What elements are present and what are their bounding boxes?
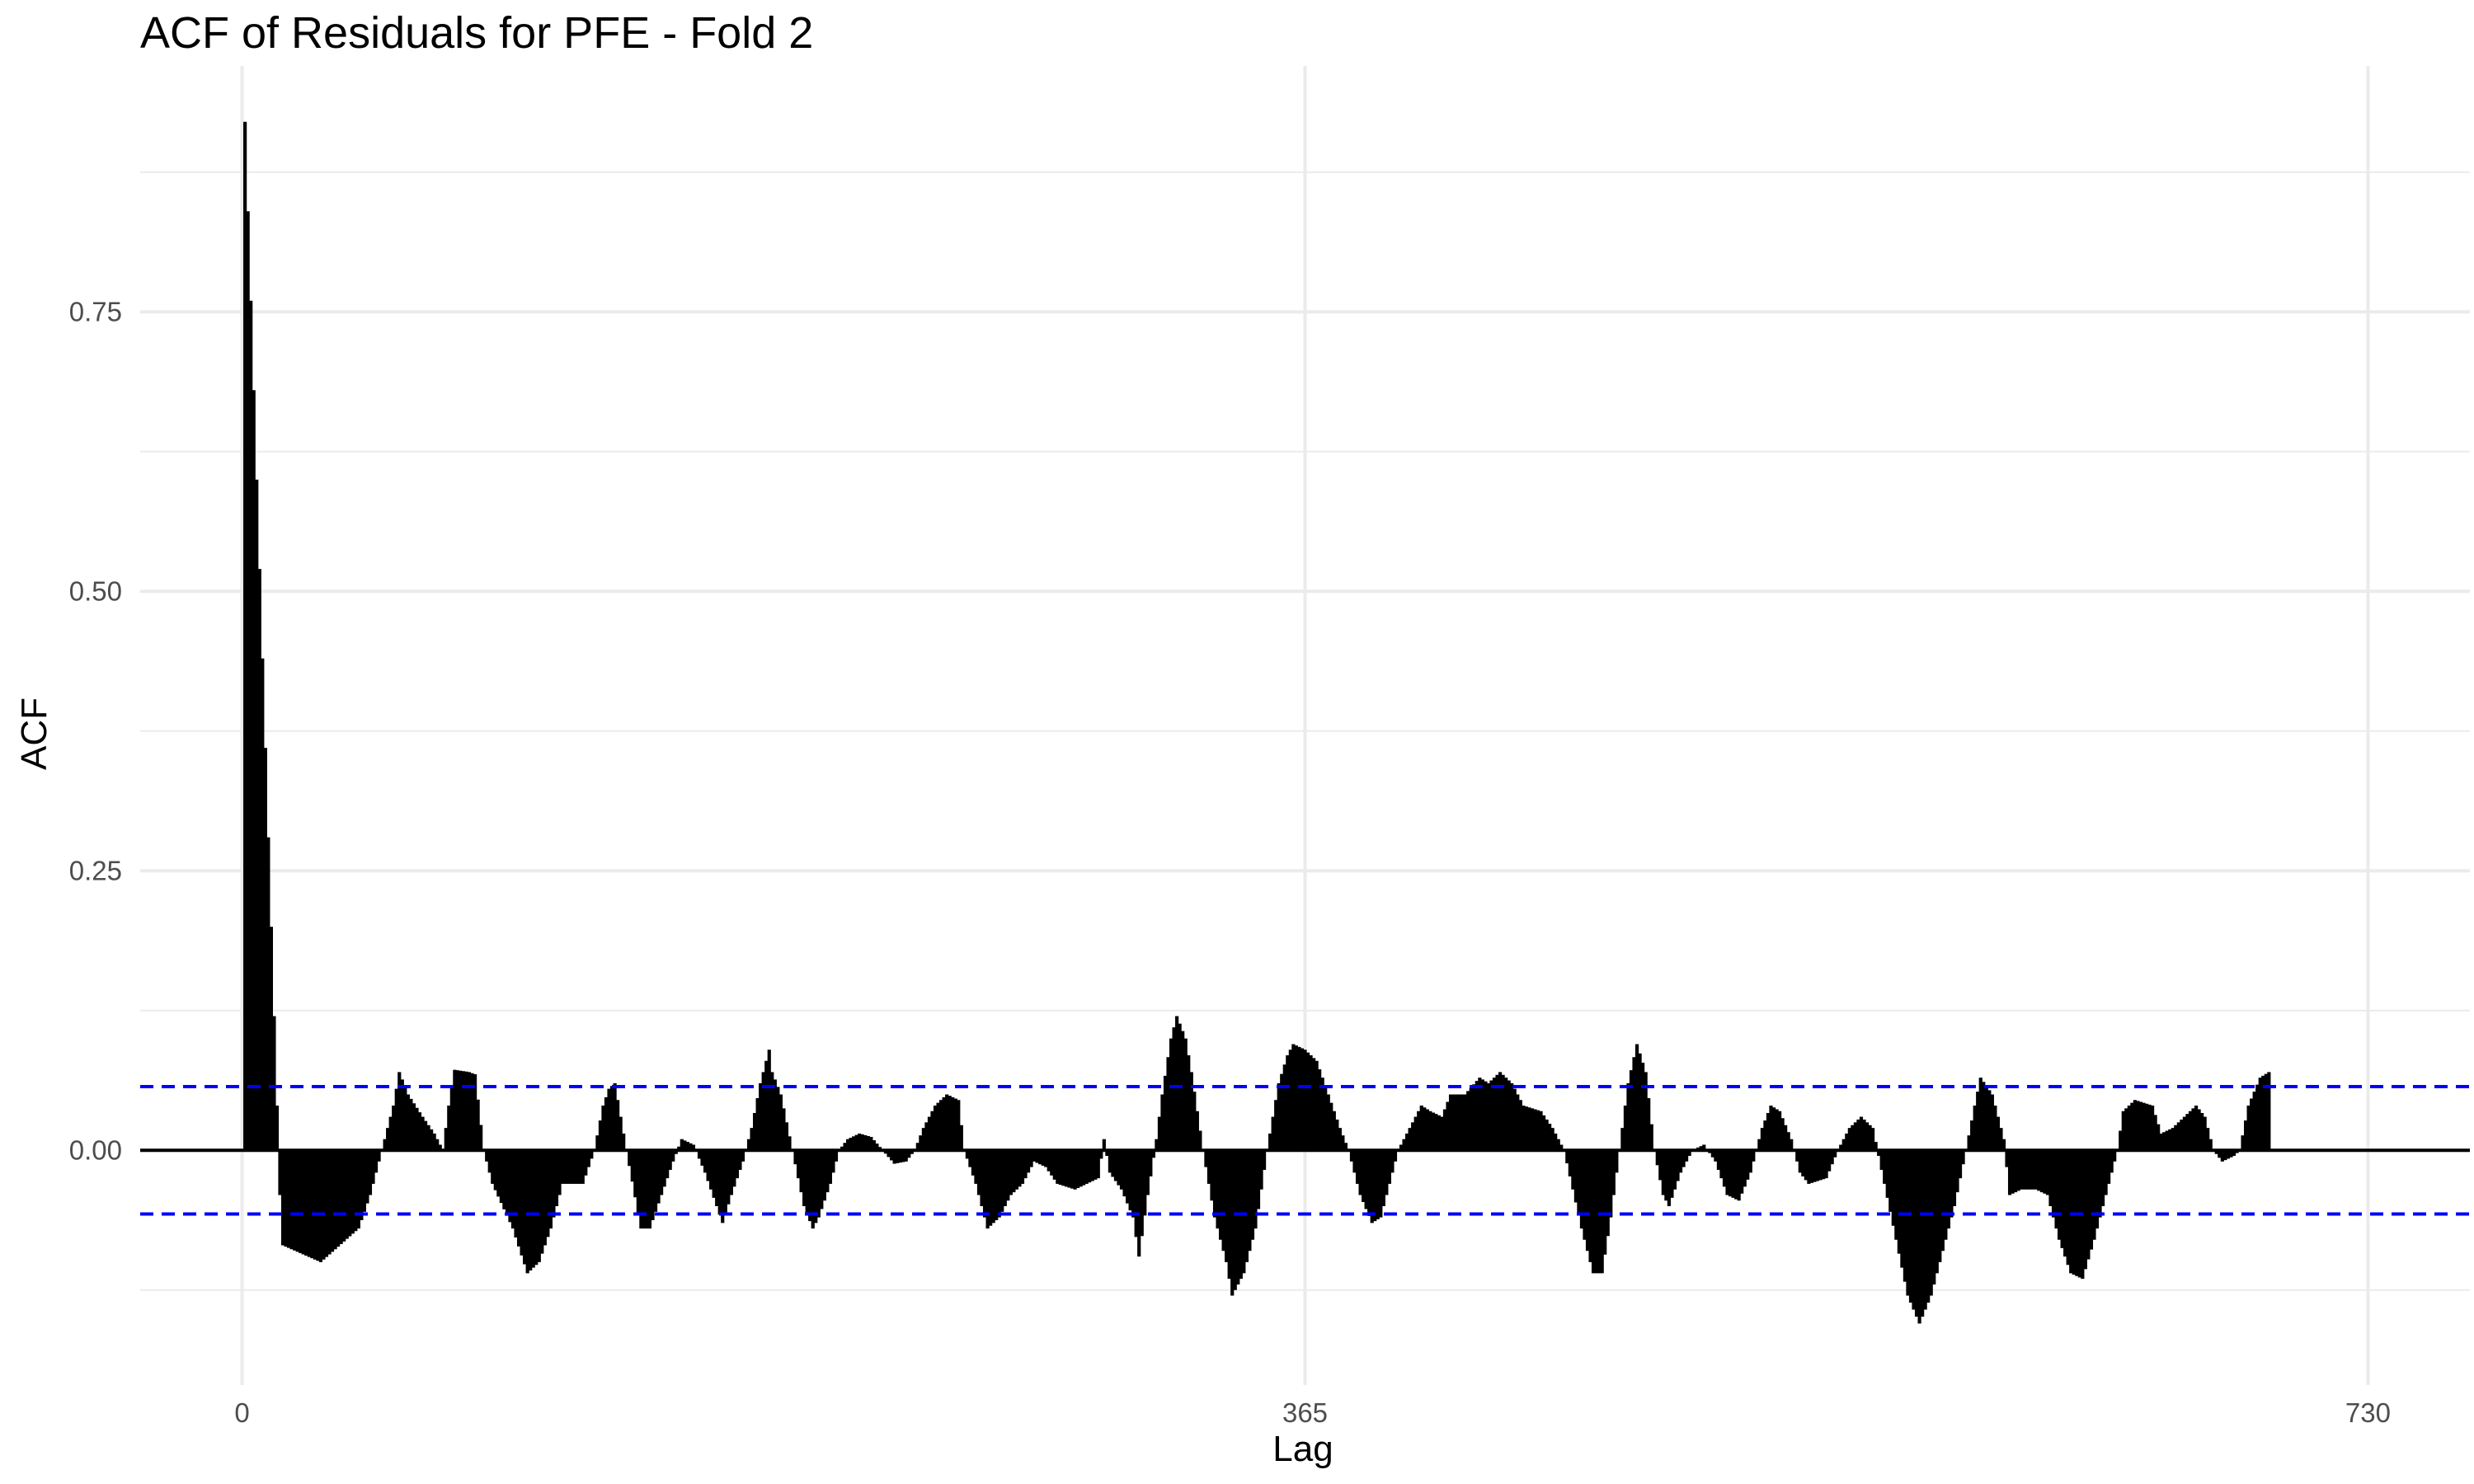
y-tick-label: 0.25 xyxy=(69,855,122,885)
y-tick-label: 0.00 xyxy=(69,1134,122,1165)
x-tick-label: 365 xyxy=(1282,1397,1328,1428)
x-axis-ticks: 0 365 730 xyxy=(234,1397,2391,1428)
x-axis-title: Lag xyxy=(1272,1429,1333,1469)
y-axis-title: ACF xyxy=(14,697,54,770)
x-tick-label: 0 xyxy=(234,1397,249,1428)
acf-bars xyxy=(243,121,2271,1324)
chart-title: ACF of Residuals for PFE - Fold 2 xyxy=(140,8,813,58)
y-axis-ticks: 0.00 0.25 0.50 0.75 xyxy=(69,296,122,1165)
grid-lines xyxy=(140,66,2470,1385)
x-tick-label: 730 xyxy=(2345,1397,2391,1428)
y-tick-label: 0.50 xyxy=(69,575,122,606)
y-tick-label: 0.75 xyxy=(69,296,122,326)
